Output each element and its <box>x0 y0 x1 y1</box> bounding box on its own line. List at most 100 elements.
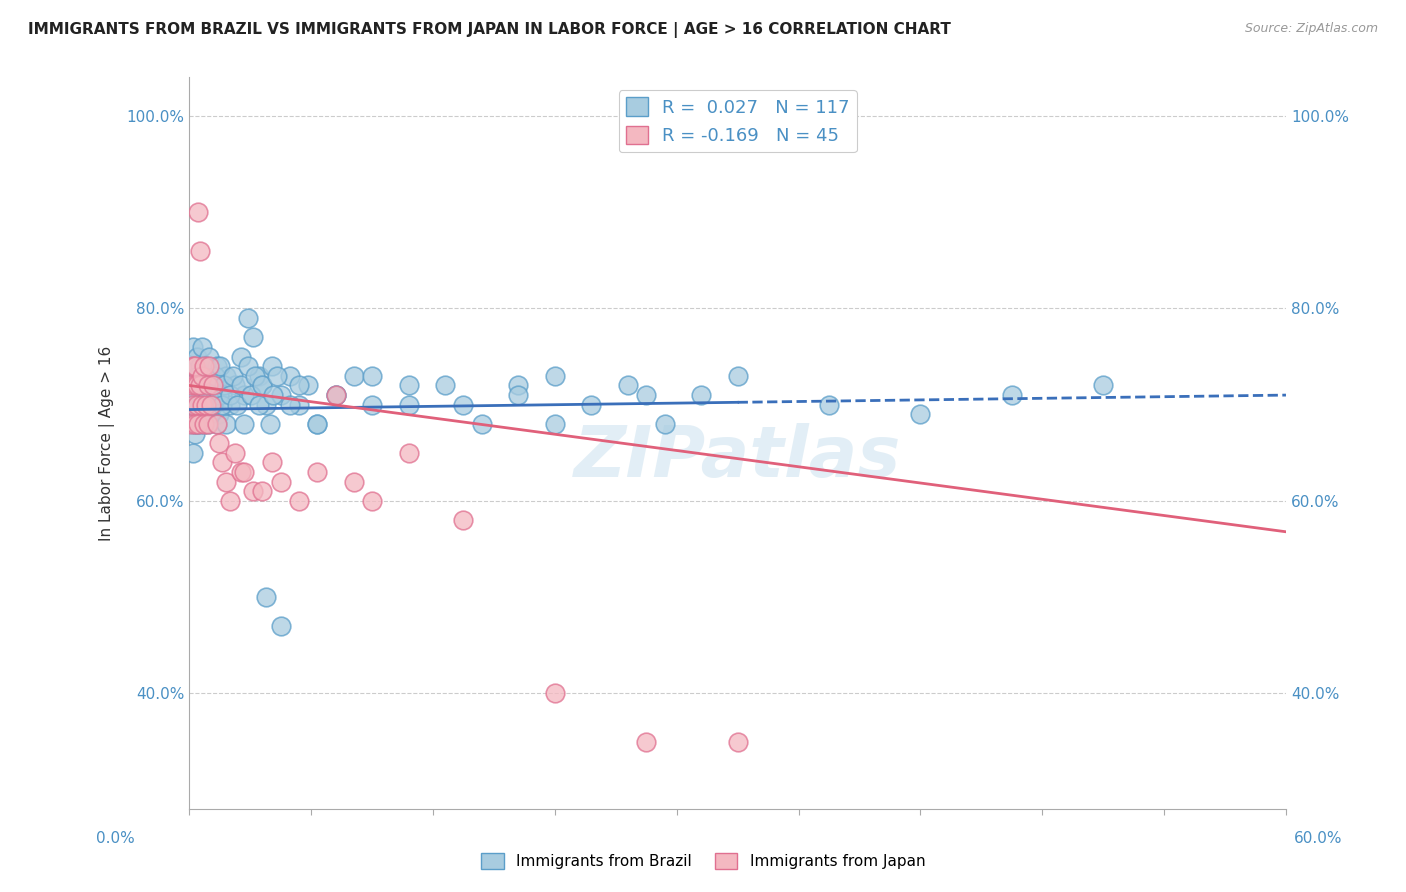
Point <box>184 388 207 402</box>
Point <box>233 388 256 402</box>
Point <box>198 359 221 374</box>
Point <box>194 359 217 374</box>
Point <box>207 436 229 450</box>
Point <box>636 388 658 402</box>
Point <box>270 619 292 633</box>
Point <box>180 417 202 431</box>
Point <box>184 426 207 441</box>
Point <box>200 368 222 383</box>
Point <box>218 494 240 508</box>
Y-axis label: In Labor Force | Age > 16: In Labor Force | Age > 16 <box>100 345 115 541</box>
Point <box>453 398 475 412</box>
Point <box>636 734 658 748</box>
Point <box>191 398 214 412</box>
Point <box>229 350 252 364</box>
Point <box>187 368 209 383</box>
Point <box>204 378 226 392</box>
Point <box>212 378 235 392</box>
Point <box>198 408 221 422</box>
Point <box>193 368 215 383</box>
Point <box>194 359 217 374</box>
Point <box>184 378 207 392</box>
Point <box>247 398 270 412</box>
Point <box>1001 388 1024 402</box>
Point <box>225 398 247 412</box>
Point <box>193 408 215 422</box>
Point <box>236 359 259 374</box>
Point <box>198 350 221 364</box>
Point <box>262 388 284 402</box>
Point <box>910 408 932 422</box>
Point <box>187 388 209 402</box>
Point <box>184 417 207 431</box>
Point <box>254 591 277 605</box>
Point <box>229 378 252 392</box>
Point <box>186 417 208 431</box>
Point <box>260 455 283 469</box>
Point <box>218 398 240 412</box>
Point <box>218 388 240 402</box>
Legend: Immigrants from Brazil, Immigrants from Japan: Immigrants from Brazil, Immigrants from … <box>475 847 931 875</box>
Text: ZIPatlas: ZIPatlas <box>574 424 901 492</box>
Point <box>240 388 263 402</box>
Point <box>187 205 209 219</box>
Point <box>207 388 229 402</box>
Point <box>186 350 208 364</box>
Point <box>193 417 215 431</box>
Point <box>209 359 232 374</box>
Point <box>188 378 211 392</box>
Point <box>233 465 256 479</box>
Point <box>278 368 301 383</box>
Point <box>224 446 246 460</box>
Point <box>205 359 228 374</box>
Point <box>191 398 214 412</box>
Point <box>727 734 749 748</box>
Point <box>288 378 311 392</box>
Point <box>215 417 238 431</box>
Point <box>581 398 603 412</box>
Point <box>193 359 215 374</box>
Point <box>361 494 384 508</box>
Point <box>188 359 211 374</box>
Legend: R =  0.027   N = 117, R = -0.169   N = 45: R = 0.027 N = 117, R = -0.169 N = 45 <box>619 90 856 153</box>
Text: Source: ZipAtlas.com: Source: ZipAtlas.com <box>1244 22 1378 36</box>
Point <box>188 398 211 412</box>
Point <box>325 388 347 402</box>
Point <box>191 368 214 383</box>
Point <box>690 388 713 402</box>
Point <box>207 408 229 422</box>
Point <box>200 398 222 412</box>
Point <box>307 465 329 479</box>
Point <box>270 388 292 402</box>
Point <box>307 417 329 431</box>
Point <box>187 408 209 422</box>
Point <box>1092 378 1115 392</box>
Point <box>453 513 475 527</box>
Point <box>325 388 347 402</box>
Point <box>186 398 208 412</box>
Point <box>297 378 319 392</box>
Point <box>191 340 214 354</box>
Point <box>278 398 301 412</box>
Point <box>197 417 219 431</box>
Point <box>184 417 207 431</box>
Point <box>202 378 225 392</box>
Point <box>188 244 211 258</box>
Point <box>181 340 204 354</box>
Point <box>188 398 211 412</box>
Text: IMMIGRANTS FROM BRAZIL VS IMMIGRANTS FROM JAPAN IN LABOR FORCE | AGE > 16 CORREL: IMMIGRANTS FROM BRAZIL VS IMMIGRANTS FRO… <box>28 22 950 38</box>
Point <box>194 398 217 412</box>
Point <box>544 686 567 700</box>
Point <box>186 388 208 402</box>
Point <box>215 368 238 383</box>
Point <box>211 398 233 412</box>
Point <box>202 398 225 412</box>
Point <box>727 368 749 383</box>
Text: 60.0%: 60.0% <box>1295 831 1343 846</box>
Point <box>229 465 252 479</box>
Point <box>233 417 256 431</box>
Point <box>242 484 264 499</box>
Point <box>252 378 274 392</box>
Point <box>288 494 311 508</box>
Point <box>343 368 366 383</box>
